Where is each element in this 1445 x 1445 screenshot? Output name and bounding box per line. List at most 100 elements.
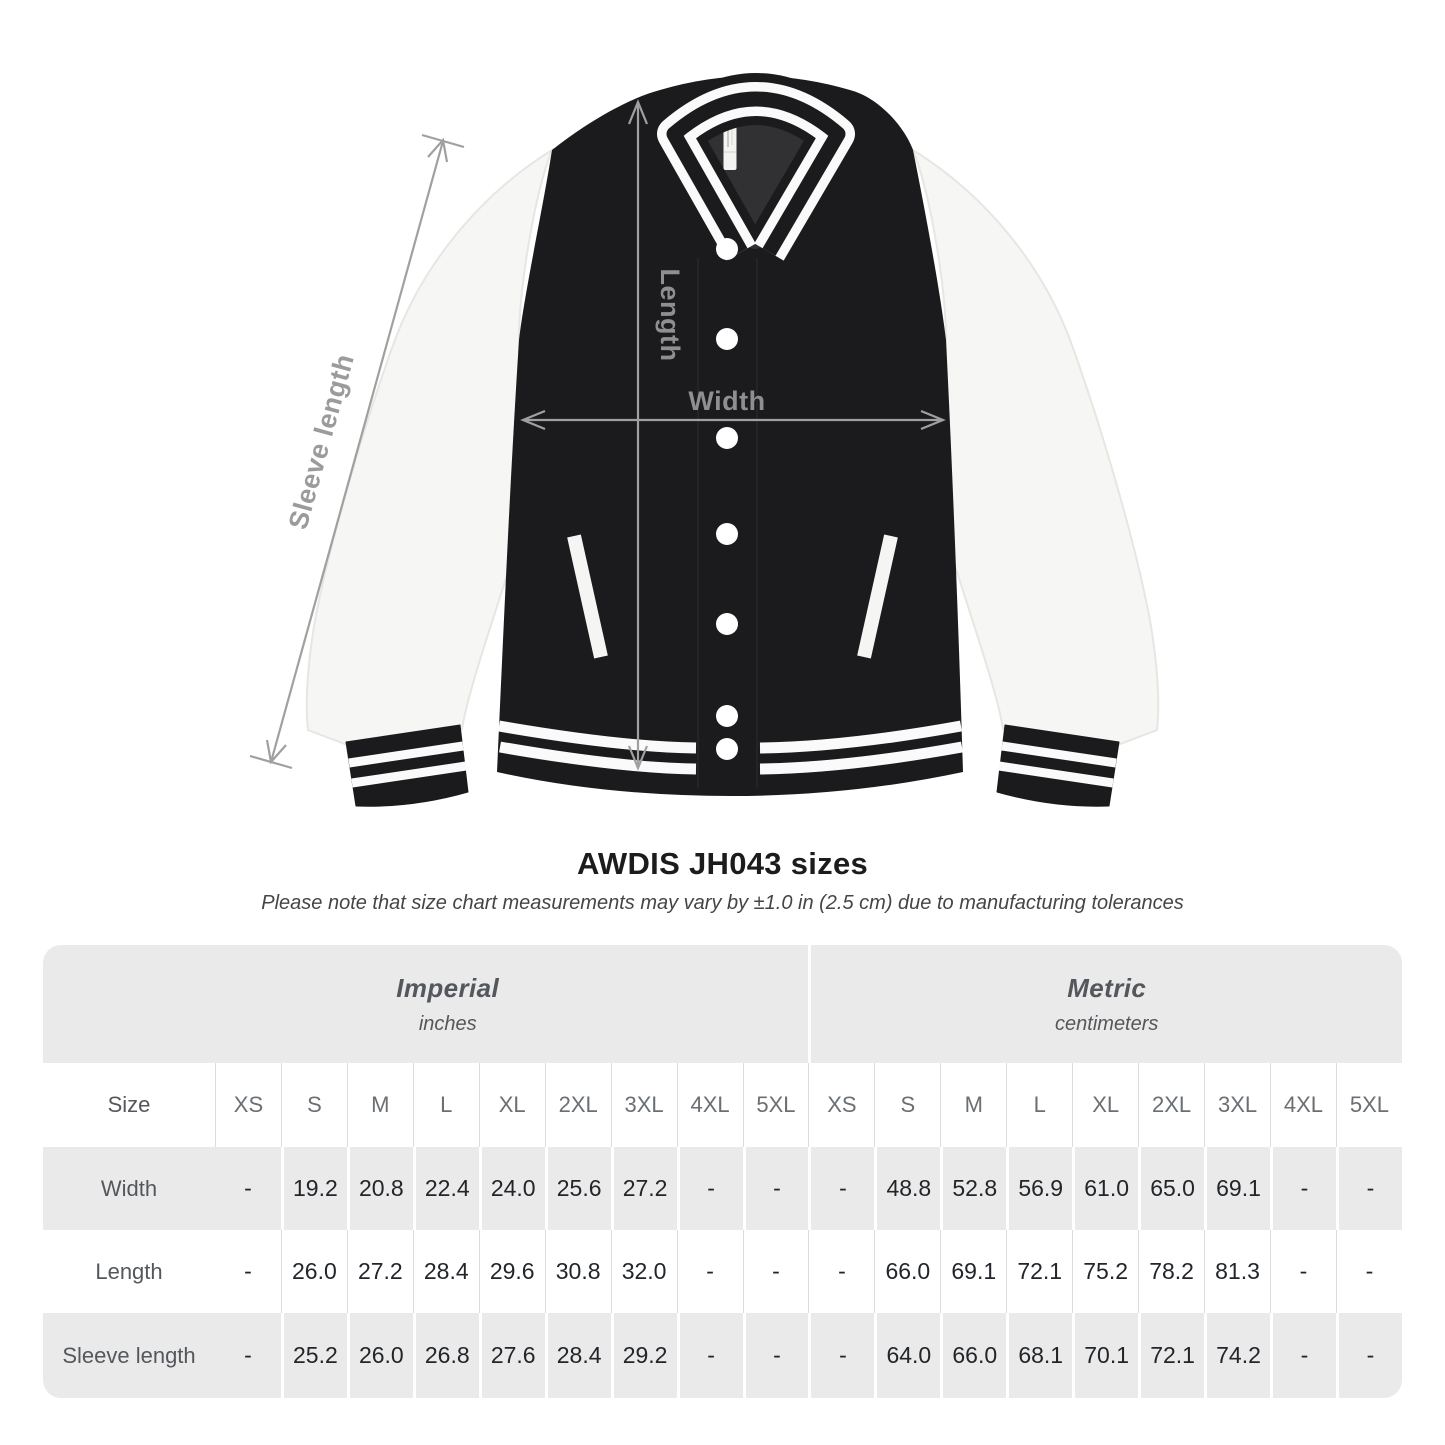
value-cell: 27.2 [346,1230,413,1313]
sleeve-length-arrow [249,133,465,770]
right-pocket-welt [857,534,898,659]
value-cell: 28.4 [544,1313,611,1398]
unit-header-row: Imperial inches Metric centimeters [43,945,1402,1063]
value-cell: - [215,1230,281,1313]
left-pocket-welt [567,534,608,659]
width-arrow [520,409,946,431]
size-header-cell: M [940,1063,1007,1147]
size-header-cell: L [412,1063,479,1147]
size-header-cell: S [874,1063,941,1147]
value-cell: 29.6 [478,1230,545,1313]
size-header-cell: M [346,1063,413,1147]
size-header-cell: XL [478,1063,545,1147]
width-label: Width [688,386,765,416]
value-cell: 66.0 [940,1313,1007,1398]
unit-sub: centimeters [1055,1012,1159,1035]
size-header-cell: XL [1072,1063,1139,1147]
value-cell: 56.9 [1006,1147,1073,1230]
value-cell: - [742,1147,809,1230]
size-header-cell: S [280,1063,347,1147]
value-cell: 27.2 [610,1147,677,1230]
value-cell: 30.8 [544,1230,611,1313]
size-header-cell: 4XL [1270,1063,1336,1147]
value-cell: - [676,1313,743,1398]
value-cell: 64.0 [874,1313,941,1398]
value-cell: 65.0 [1138,1147,1205,1230]
value-cell: - [1270,1147,1336,1230]
unit-name: Imperial [396,972,500,1003]
size-header-cell: XS [808,1063,875,1147]
value-cell: 24.0 [478,1147,545,1230]
value-cell: - [1270,1313,1336,1398]
value-cell: - [742,1230,809,1313]
value-cell: 66.0 [874,1230,941,1313]
unit-group-imperial: Imperial inches [43,945,809,1063]
size-table-card: Imperial inches Metric centimeters Size XS S M L… [43,945,1402,1398]
size-column-header: Size [43,1063,215,1147]
value-cell: 27.6 [478,1313,545,1398]
unit-group-metric: Metric centimeters [808,945,1402,1063]
value-cell: - [808,1147,875,1230]
value-cell: 28.4 [412,1230,479,1313]
value-cell: 29.2 [610,1313,677,1398]
measurement-row: Length -26.0 27.2 28.4 29.6 30.8 32.0- - -66.0 69… [43,1230,1402,1313]
size-header-cell: 5XL [742,1063,809,1147]
length-arrow [627,99,649,771]
value-cell: - [1335,1147,1402,1230]
value-cell: 70.1 [1072,1313,1139,1398]
hem-stripes [498,720,963,775]
measurement-row: Width -19.2 20.8 22.4 24.0 25.6 27.2- - -48.8 52.… [43,1147,1402,1230]
value-cell: 75.2 [1072,1230,1139,1313]
length-label: Length [655,269,685,362]
value-cell: 69.1 [1204,1147,1270,1230]
value-cell: 78.2 [1138,1230,1205,1313]
value-cell: - [215,1313,281,1398]
value-cell: 26.0 [280,1230,347,1313]
size-header-cell: L [1006,1063,1073,1147]
value-cell: 81.3 [1204,1230,1270,1313]
value-cell: 19.2 [280,1147,347,1230]
size-header-row: Size XS S M L XL 2XL 3XL 4XL 5XL XS S M L XL 2XL 3XL 4XL 5… [43,1063,1402,1147]
value-cell: 68.1 [1006,1313,1073,1398]
value-cell: - [742,1313,809,1398]
value-cell: 22.4 [412,1147,479,1230]
measurement-row: Sleeve length -25.2 26.0 26.8 27.6 28.4 29.2- -… [43,1313,1402,1398]
size-header-cell: 2XL [544,1063,611,1147]
row-label: Width [43,1147,215,1230]
value-cell: - [808,1230,875,1313]
size-header-cell: 2XL [1138,1063,1205,1147]
value-cell: 69.1 [940,1230,1007,1313]
value-cell: 74.2 [1204,1313,1270,1398]
value-cell: 72.1 [1006,1230,1073,1313]
size-header-cell: 3XL [1204,1063,1270,1147]
collar-band [648,73,864,266]
right-cuff [996,724,1120,807]
value-cell: 52.8 [940,1147,1007,1230]
value-cell: 25.6 [544,1147,611,1230]
jacket-diagram: Sleeve length Length Width [249,73,1160,807]
value-cell: 61.0 [1072,1147,1139,1230]
size-header-cell: 3XL [610,1063,677,1147]
value-cell: 48.8 [874,1147,941,1230]
value-cell: 26.0 [346,1313,413,1398]
row-label: Length [43,1230,215,1313]
value-cell: - [215,1147,281,1230]
size-header-cell: 4XL [676,1063,743,1147]
row-label: Sleeve length [43,1313,215,1398]
snap-buttons [716,238,738,760]
page-title: AWDIS JH043 sizes [576,846,869,881]
size-header-cell: XS [215,1063,281,1147]
value-cell: 32.0 [610,1230,677,1313]
size-header-cell: 5XL [1335,1063,1402,1147]
value-cell: 25.2 [280,1313,347,1398]
value-cell: - [1270,1230,1336,1313]
value-cell: - [676,1230,743,1313]
unit-sub: inches [418,1012,477,1035]
unit-name: Metric [1067,972,1147,1003]
size-table: Imperial inches Metric centimeters Size XS S M L… [43,945,1402,1398]
value-cell: 26.8 [412,1313,479,1398]
tolerance-note: Please note that size chart measurements… [261,892,1184,914]
value-cell: - [676,1147,743,1230]
value-cell: - [1335,1313,1402,1398]
